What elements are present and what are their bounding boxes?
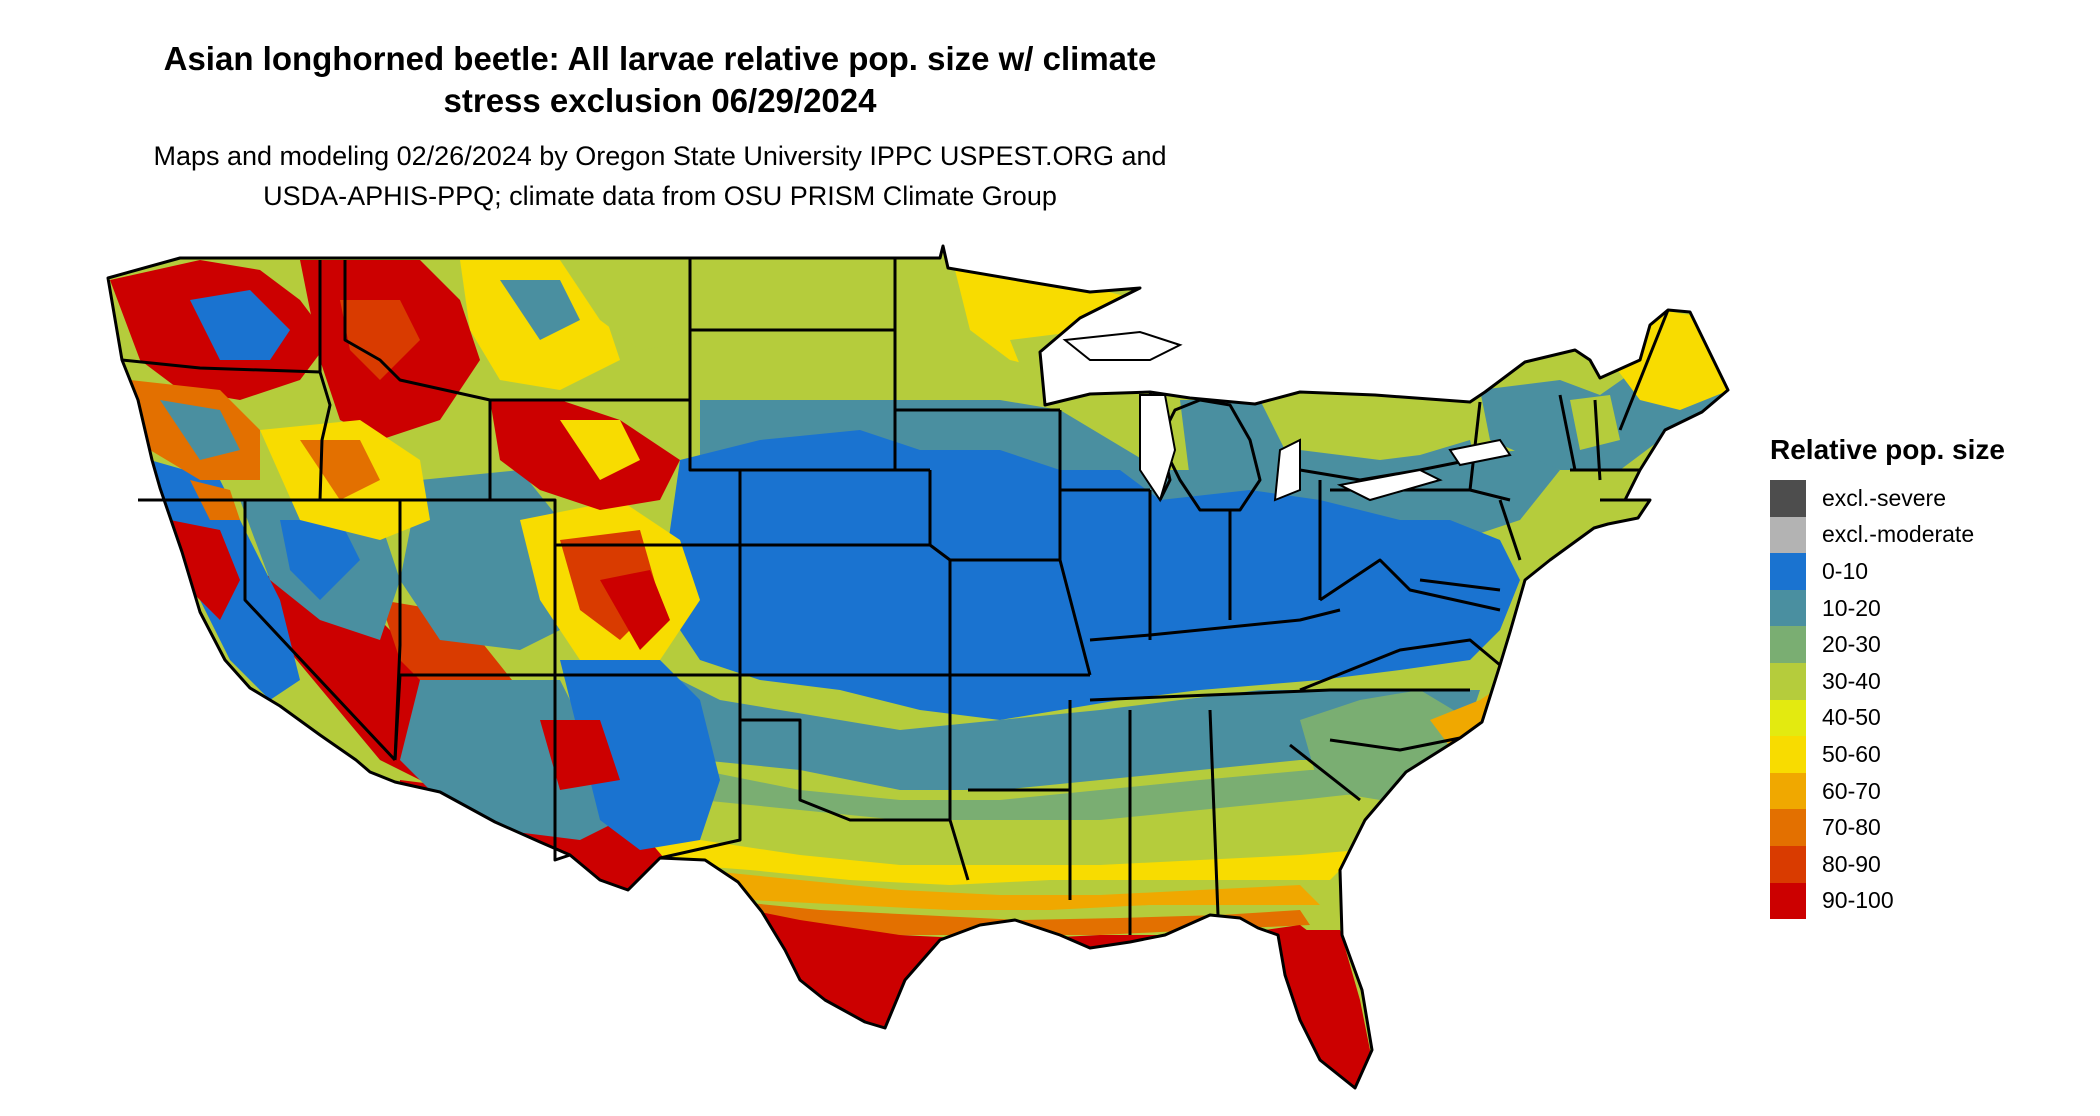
legend-label: 0-10 <box>1822 557 1869 584</box>
legend-swatch <box>1770 480 1806 517</box>
legend-label: 70-80 <box>1822 814 1881 841</box>
legend-title: Relative pop. size <box>1770 434 2005 465</box>
map-title-line-2: stress exclusion 06/29/2024 <box>443 82 877 119</box>
legend-swatch <box>1770 516 1806 554</box>
legend-swatch <box>1770 736 1806 773</box>
state-borders <box>106 244 1730 1090</box>
legend-swatch <box>1770 809 1806 846</box>
legend-label: 30-40 <box>1822 667 1881 694</box>
legend-label: 10-20 <box>1822 594 1881 621</box>
legend-label: 40-50 <box>1822 704 1881 731</box>
map-subtitle-line-2: USDA-APHIS-PPQ; climate data from OSU PR… <box>263 181 1057 211</box>
legend-item-20-30: 20-30 <box>1770 626 2005 663</box>
legend-swatch <box>1770 553 1806 590</box>
legend-label: 80-90 <box>1822 850 1881 877</box>
legend-items: excl.-severe excl.-moderate 0-10 10-20 2… <box>1770 480 2005 920</box>
legend-item-30-40: 30-40 <box>1770 662 2005 700</box>
legend-swatch <box>1770 662 1806 700</box>
legend-label: 60-70 <box>1822 777 1881 804</box>
legend-swatch <box>1770 882 1806 920</box>
choropleth-layer <box>108 246 1728 1088</box>
legend-item-90-100: 90-100 <box>1770 882 2005 920</box>
legend-swatch <box>1770 772 1806 810</box>
legend-item-40-50: 40-50 <box>1770 699 2005 737</box>
legend-item-10-20: 10-20 <box>1770 589 2005 627</box>
legend-item-70-80: 70-80 <box>1770 809 2005 846</box>
legend-item-50-60: 50-60 <box>1770 736 2005 773</box>
map-subtitle-line-1: Maps and modeling 02/26/2024 by Oregon S… <box>153 141 1167 171</box>
legend-label: 90-100 <box>1822 887 1894 914</box>
legend-swatch <box>1770 699 1806 737</box>
legend-label: excl.-moderate <box>1822 521 1975 548</box>
map-title-line-1: Asian longhorned beetle: All larvae rela… <box>163 40 1157 77</box>
legend-label: 50-60 <box>1822 740 1881 767</box>
legend-item-excl-moderate: excl.-moderate <box>1770 516 2005 554</box>
legend-item-excl-severe: excl.-severe <box>1770 480 2005 517</box>
legend-label: excl.-severe <box>1822 484 1946 511</box>
legend-item-0-10: 0-10 <box>1770 553 2005 590</box>
legend: Relative pop. size excl.-severe excl.-mo… <box>1770 434 2005 920</box>
great-lakes <box>1062 330 1512 503</box>
legend-swatch <box>1770 626 1806 663</box>
legend-item-80-90: 80-90 <box>1770 845 2005 883</box>
legend-swatch <box>1770 589 1806 627</box>
legend-swatch <box>1770 845 1806 883</box>
legend-item-60-70: 60-70 <box>1770 772 2005 810</box>
legend-label: 20-30 <box>1822 631 1881 658</box>
